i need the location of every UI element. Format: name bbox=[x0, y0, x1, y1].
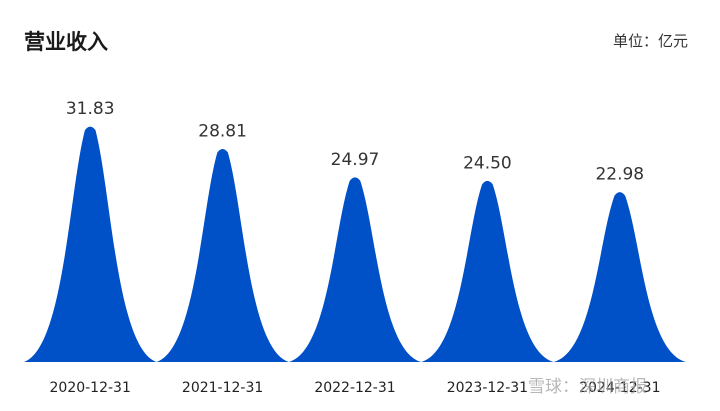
x-tick-label: 2021-12-31 bbox=[182, 380, 263, 396]
x-tick-labels: 2020-12-31 2021-12-31 2022-12-31 2023-12-31… bbox=[50, 380, 661, 396]
x-tick-label: 2020-12-31 bbox=[50, 380, 131, 396]
value-labels: 31.83 28.81 24.97 24.50 22.98 bbox=[66, 99, 644, 185]
value-label: 31.83 bbox=[66, 99, 115, 119]
chart-title: 营业收入 bbox=[24, 30, 108, 54]
spike-2021-12-31 bbox=[156, 148, 289, 362]
x-tick-label: 2023-12-31 bbox=[447, 380, 528, 396]
spike-2022-12-31 bbox=[288, 177, 422, 362]
unit-label: 单位：亿元 bbox=[612, 32, 688, 50]
watermark: 雪球：深圳商报 bbox=[528, 377, 647, 397]
x-tick-label: 2022-12-31 bbox=[314, 380, 395, 396]
value-label: 24.50 bbox=[463, 153, 512, 173]
value-label: 28.81 bbox=[198, 121, 247, 141]
spike-2024-12-31 bbox=[553, 192, 686, 362]
value-label: 22.98 bbox=[595, 165, 644, 185]
x-tick-label: 2024-12-31 bbox=[579, 380, 660, 396]
spike-2023-12-31 bbox=[421, 180, 554, 362]
spike-2020-12-31 bbox=[24, 126, 157, 362]
spike-series bbox=[24, 126, 686, 362]
value-label: 24.97 bbox=[331, 150, 380, 170]
